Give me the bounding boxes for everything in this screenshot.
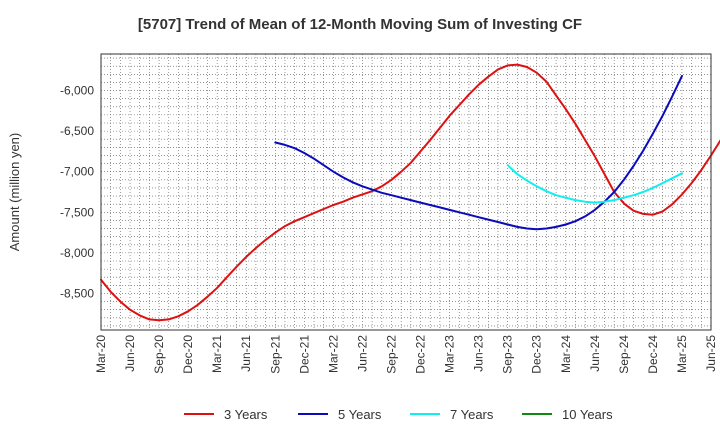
legend-label-10-years: 10 Years	[562, 407, 613, 422]
plot-area	[101, 54, 711, 330]
x-tick-label: Mar-24	[559, 335, 573, 373]
y-tick-label: -6,000	[60, 84, 94, 98]
x-tick-label: Sep-20	[152, 335, 166, 374]
y-tick-label: -7,000	[60, 165, 94, 179]
y-tick-label: -8,500	[60, 286, 94, 300]
x-tick-label: Mar-23	[443, 335, 457, 373]
x-tick-label: Dec-24	[646, 335, 660, 374]
x-tick-label: Sep-21	[268, 335, 282, 374]
x-tick-label: Dec-21	[297, 335, 311, 374]
series-line-5-years	[274, 74, 683, 231]
legend: 3 Years 5 Years 7 Years 10 Years	[184, 407, 613, 422]
y-tick-label: -6,500	[60, 124, 94, 138]
x-tick-label: Sep-22	[384, 335, 398, 374]
series-layer	[100, 63, 720, 322]
x-tick-label: Mar-22	[326, 335, 340, 373]
series-line-7-years	[506, 164, 683, 204]
plot-border	[100, 53, 712, 331]
x-tick-label: Sep-23	[501, 335, 515, 374]
x-axis-ticks: Mar-20 Jun-20 Sep-20 Dec-20 Mar-21 Jun-21 Sep-…	[94, 335, 718, 374]
legend-label-7-years: 7 Years	[450, 407, 494, 422]
series-line-3-years	[100, 63, 720, 322]
y-axis-ticks: -6,000 -6,500 -7,000 -7,500 -8,000 -8,500	[60, 84, 94, 301]
x-tick-label: Dec-20	[181, 335, 195, 374]
x-tick-label: Jun-22	[355, 335, 369, 372]
x-tick-label: Mar-25	[675, 335, 689, 373]
chart-title: [5707] Trend of Mean of 12-Month Moving …	[138, 16, 582, 33]
x-tick-label: Dec-23	[530, 335, 544, 374]
y-tick-label: -8,000	[60, 246, 94, 260]
y-axis-label: Amount (million yen)	[7, 133, 22, 252]
x-tick-label: Sep-24	[617, 335, 631, 374]
x-tick-label: Dec-22	[414, 335, 428, 374]
y-tick-label: -7,500	[60, 205, 94, 219]
legend-label-5-years: 5 Years	[338, 407, 382, 422]
x-tick-label: Mar-20	[94, 335, 108, 373]
x-tick-label: Jun-24	[588, 335, 602, 372]
x-tick-label: Jun-21	[239, 335, 253, 372]
x-tick-label: Mar-21	[210, 335, 224, 373]
x-tick-label: Jun-20	[123, 335, 137, 372]
grid	[101, 54, 711, 330]
legend-label-3-years: 3 Years	[224, 407, 268, 422]
x-tick-label: Jun-23	[472, 335, 486, 372]
x-tick-label: Jun-25	[704, 335, 718, 372]
